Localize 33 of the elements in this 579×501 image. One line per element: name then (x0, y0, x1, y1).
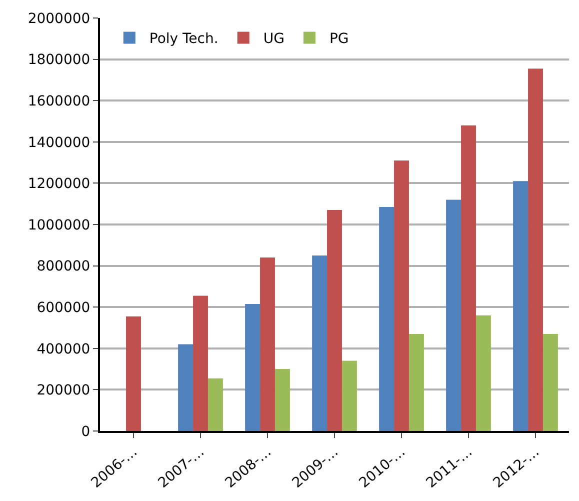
bar (513, 181, 528, 431)
bar (394, 160, 409, 431)
y-tick-label: 1000000 (28, 217, 90, 234)
bar (476, 315, 491, 431)
bar (379, 206, 394, 431)
y-tick-label: 2000000 (28, 10, 90, 27)
legend-label: PG (329, 31, 349, 48)
bar (408, 334, 424, 431)
bar (542, 334, 558, 431)
bar (342, 360, 357, 431)
y-tick-label: 0 (81, 424, 90, 440)
bar (126, 316, 141, 431)
bar (528, 68, 543, 431)
bar (312, 255, 328, 431)
bar (178, 344, 194, 431)
bar (245, 304, 260, 431)
bar (446, 200, 462, 431)
bar (327, 210, 342, 431)
y-tick-label: 800000 (36, 258, 90, 275)
legend-label: Poly Tech. (149, 31, 218, 48)
bar (208, 378, 223, 431)
bar (461, 125, 476, 431)
y-tick-label: 200000 (36, 382, 90, 399)
bar (260, 258, 275, 431)
y-tick-label: 1600000 (28, 94, 90, 110)
y-tick-label: 400000 (36, 341, 90, 358)
y-tick-label: 1400000 (28, 134, 90, 151)
y-tick-label: 1200000 (28, 176, 90, 192)
bar (193, 296, 208, 431)
bar (274, 369, 290, 431)
y-tick-label: 1800000 (28, 52, 90, 68)
y-tick-label: 600000 (36, 300, 90, 316)
legend-label: UG (263, 31, 284, 48)
